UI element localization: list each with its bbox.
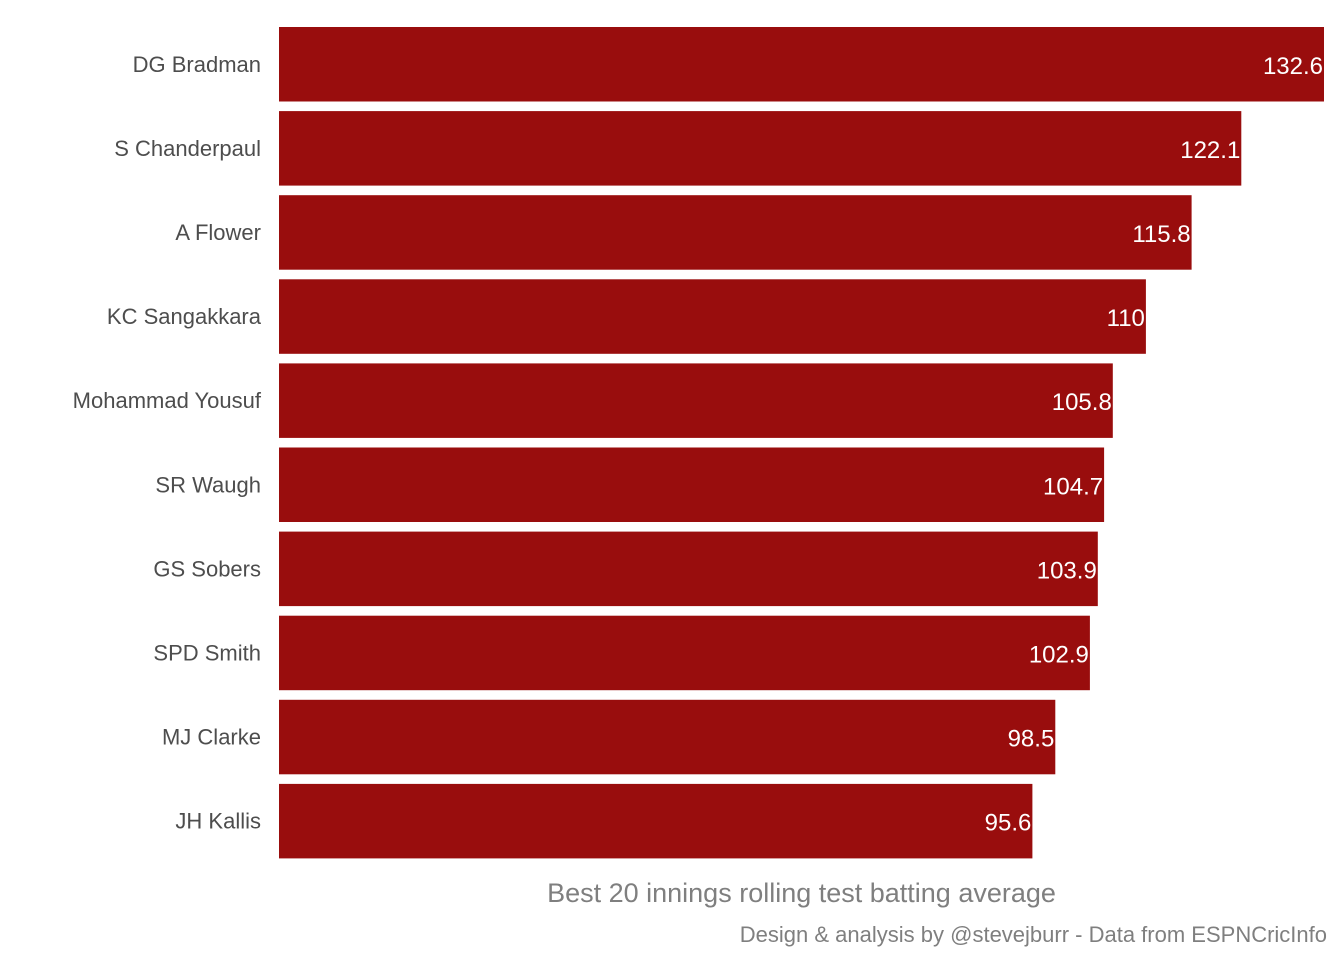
bars <box>279 27 1324 859</box>
bar <box>279 615 1090 691</box>
category-labels: DG Bradman S Chanderpaul A Flower KC Sangak… <box>73 52 262 834</box>
bar <box>279 447 1105 522</box>
category-label: JH Kallis <box>175 809 261 834</box>
category-label: SR Waugh <box>155 472 261 497</box>
bar <box>279 195 1192 270</box>
category-label: DG Bradman <box>133 52 261 77</box>
chart-caption: Design & analysis by @stevejburr - Data … <box>740 922 1327 947</box>
value-label: 132.6 <box>1263 53 1323 80</box>
category-label: Mohammad Yousuf <box>73 388 262 413</box>
category-label: GS Sobers <box>153 556 261 581</box>
category-label: SPD Smith <box>153 640 261 665</box>
value-label: 104.7 <box>1043 473 1103 500</box>
category-label: A Flower <box>175 220 261 245</box>
value-label: 102.9 <box>1029 641 1089 668</box>
category-label: MJ Clarke <box>162 725 261 750</box>
value-label: 122.1 <box>1180 137 1240 164</box>
value-labels: 132.6 122.1 115.8 110 105.8 104.7 103.9 102.9 98… <box>985 53 1323 837</box>
bar <box>279 783 1033 859</box>
bar <box>279 111 1242 186</box>
bar <box>279 531 1098 607</box>
value-label: 110 <box>1107 305 1145 332</box>
bar <box>279 363 1113 438</box>
value-label: 95.6 <box>985 810 1032 837</box>
bar <box>279 27 1324 102</box>
value-label: 115.8 <box>1132 221 1190 248</box>
value-label: 98.5 <box>1008 726 1055 753</box>
x-axis-title: Best 20 innings rolling test batting ave… <box>547 878 1056 908</box>
value-label: 103.9 <box>1037 557 1097 584</box>
category-label: S Chanderpaul <box>114 136 261 161</box>
bar <box>279 699 1056 775</box>
value-label: 105.8 <box>1052 389 1112 416</box>
bar <box>279 279 1146 354</box>
category-label: KC Sangakkara <box>107 304 262 329</box>
